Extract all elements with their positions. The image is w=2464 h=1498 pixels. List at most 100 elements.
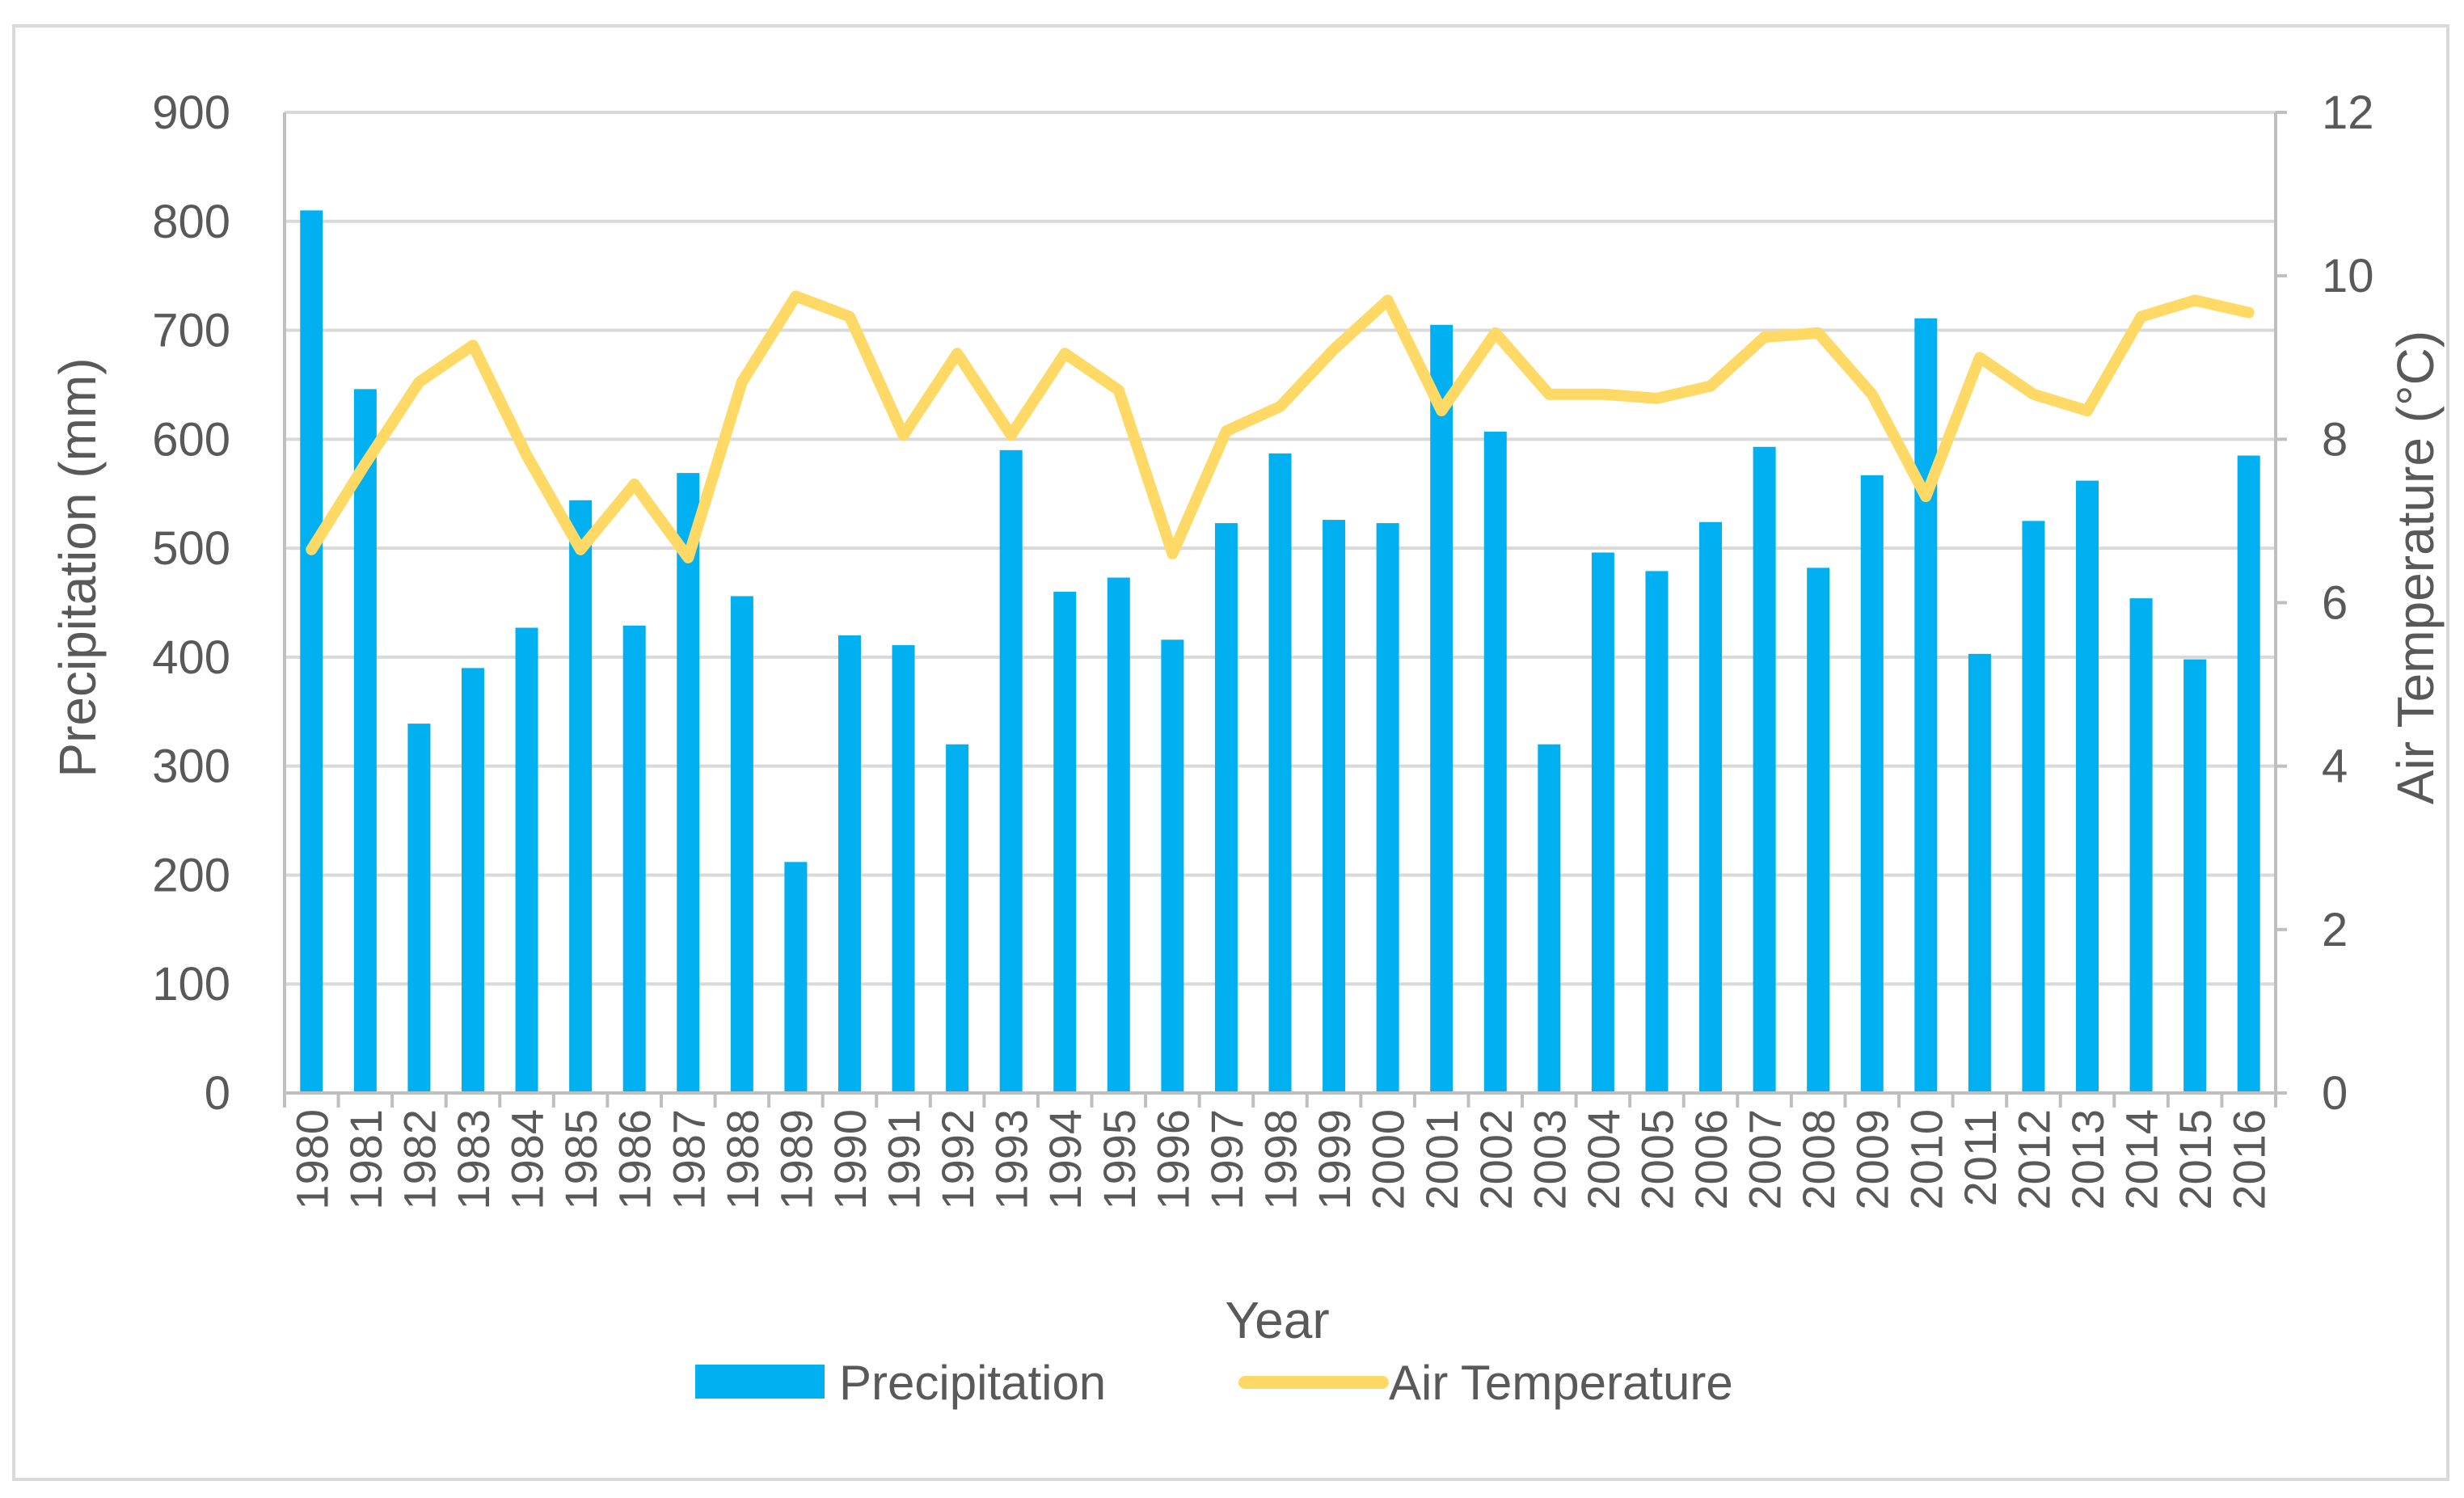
x-tick-label: 1988 [717, 1109, 768, 1210]
x-tick-label: 1987 [663, 1109, 714, 1210]
bar-precipitation-1997 [1214, 523, 1238, 1093]
bar-precipitation-2005 [1645, 571, 1669, 1093]
x-tick-label: 1983 [448, 1109, 499, 1210]
y-tick-label-left: 800 [152, 196, 230, 248]
bar-precipitation-1984 [515, 627, 538, 1093]
legend-label-precipitation: Precipitation [839, 1356, 1106, 1410]
bar-precipitation-1986 [622, 625, 646, 1093]
x-tick-label: 2016 [2224, 1109, 2275, 1210]
air-temperature-line-layer [306, 290, 2255, 563]
x-tick-label: 1998 [1255, 1109, 1306, 1210]
x-tick-label: 2007 [1740, 1109, 1791, 1210]
y-axis-title-left: Precipitation (mm) [49, 357, 107, 777]
y-tick-label-left: 400 [152, 631, 230, 684]
bar-precipitation-1989 [784, 862, 808, 1093]
x-axis-title: Year [1225, 1291, 1329, 1349]
y-tick-label-left: 100 [152, 958, 230, 1011]
x-tick-label: 2009 [1847, 1109, 1898, 1210]
bar-precipitation-2008 [1807, 568, 1830, 1093]
bar-precipitation-2007 [1753, 446, 1776, 1093]
y-tick-label-right: 4 [2322, 741, 2348, 793]
x-tick-label: 2006 [1686, 1109, 1736, 1210]
x-tick-label: 1993 [986, 1109, 1037, 1210]
x-tick-label: 1981 [340, 1109, 391, 1210]
line-air-temperature [306, 290, 2255, 563]
bar-precipitation-1983 [461, 668, 484, 1093]
y-tick-label-left: 700 [152, 305, 230, 357]
y-tick-label-left: 200 [152, 849, 230, 901]
bar-precipitation-1985 [569, 500, 593, 1093]
x-tick-label: 2010 [1901, 1109, 1951, 1210]
legend: Precipitation Air Temperature [695, 1356, 1733, 1410]
bar-precipitation-1998 [1268, 453, 1292, 1093]
bar-precipitation-2000 [1376, 523, 1399, 1093]
x-tick-label: 1989 [770, 1109, 821, 1210]
y-axis-title-right: Air Temperature (°C) [2386, 331, 2445, 804]
bar-precipitation-2003 [1538, 744, 1561, 1093]
bar-precipitation-1996 [1161, 639, 1184, 1093]
y-tick-label-right: 12 [2322, 87, 2374, 139]
x-tick-label: 1986 [610, 1109, 660, 1210]
bar-precipitation-1993 [999, 449, 1023, 1093]
y-tick-label-left: 500 [152, 522, 230, 575]
x-tick-label: 2004 [1578, 1109, 1629, 1210]
x-tick-label: 1985 [555, 1109, 606, 1210]
bar-precipitation-1982 [407, 724, 431, 1093]
y-tick-label-right: 8 [2322, 413, 2348, 466]
x-tick-label: 1995 [1094, 1109, 1145, 1210]
bar-precipitation-1999 [1323, 520, 1346, 1093]
bar-precipitation-2002 [1483, 431, 1507, 1093]
x-tick-label: 2002 [1470, 1109, 1521, 1210]
right-y-tick-labels: 0 2 4 6 8 10 12 [2322, 87, 2374, 1120]
x-tick-label: 1992 [932, 1109, 983, 1210]
bar-precipitation-1990 [838, 635, 861, 1093]
x-tick-label: 1990 [825, 1109, 875, 1210]
bar-precipitation-1987 [677, 473, 700, 1093]
bar-precipitation-1992 [946, 744, 969, 1093]
y-tick-label-left: 600 [152, 413, 230, 466]
bar-precipitation-2016 [2237, 455, 2260, 1093]
bar-precipitation-1980 [300, 210, 323, 1093]
bar-precipitation-2009 [1860, 475, 1884, 1093]
bar-precipitation-1988 [730, 596, 753, 1093]
y-tick-label-left: 0 [205, 1067, 230, 1120]
bar-precipitation-2014 [2129, 598, 2153, 1093]
bar-precipitation-2013 [2076, 480, 2099, 1093]
bar-precipitation-1991 [892, 645, 915, 1093]
bar-precipitation-1995 [1107, 577, 1130, 1093]
legend-label-air-temperature: Air Temperature [1389, 1356, 1733, 1410]
bar-precipitation-1981 [353, 389, 377, 1093]
x-tick-label: 2012 [2008, 1109, 2059, 1210]
x-tick-label: 2011 [1955, 1109, 2006, 1206]
x-tick-label: 2008 [1793, 1109, 1844, 1210]
y-tick-label-right: 0 [2322, 1067, 2348, 1120]
bar-precipitation-2011 [1968, 653, 1991, 1093]
x-tick-label: 1997 [1201, 1109, 1252, 1210]
y-tick-label-right: 6 [2322, 577, 2348, 630]
x-tick-label: 2013 [2062, 1109, 2113, 1210]
legend-swatch-precipitation [695, 1365, 825, 1399]
x-tick-label: 1999 [1309, 1109, 1360, 1210]
x-tick-label: 1984 [502, 1109, 553, 1210]
x-tick-label: 1991 [879, 1109, 930, 1210]
y-tick-label-left: 300 [152, 741, 230, 793]
bar-precipitation-2006 [1699, 521, 1723, 1093]
x-tick-label: 2001 [1416, 1109, 1467, 1210]
x-tick-label: 1994 [1040, 1109, 1091, 1210]
y-tick-label-right: 10 [2322, 250, 2374, 302]
bar-precipitation-2010 [1914, 318, 1938, 1094]
bar-precipitation-2015 [2183, 659, 2207, 1093]
bar-precipitation-1994 [1053, 592, 1077, 1093]
left-y-tick-labels: 0 100 200 300 400 500 600 700 800 900 [152, 87, 230, 1120]
x-tick-label: 2005 [1632, 1109, 1683, 1210]
x-tick-label: 2014 [2116, 1109, 2167, 1210]
bar-precipitation-2012 [2022, 521, 2045, 1093]
bar-precipitation-2004 [1591, 552, 1614, 1093]
x-tick-label: 1980 [286, 1109, 337, 1210]
x-tick-labels: 1980 1981 1982 1983 1984 1985 1986 1987 1988 1989… [286, 1109, 2274, 1210]
bar-precipitation-2001 [1430, 324, 1454, 1094]
y-tick-label-left: 900 [152, 87, 230, 139]
x-tick-label: 2000 [1363, 1109, 1414, 1210]
